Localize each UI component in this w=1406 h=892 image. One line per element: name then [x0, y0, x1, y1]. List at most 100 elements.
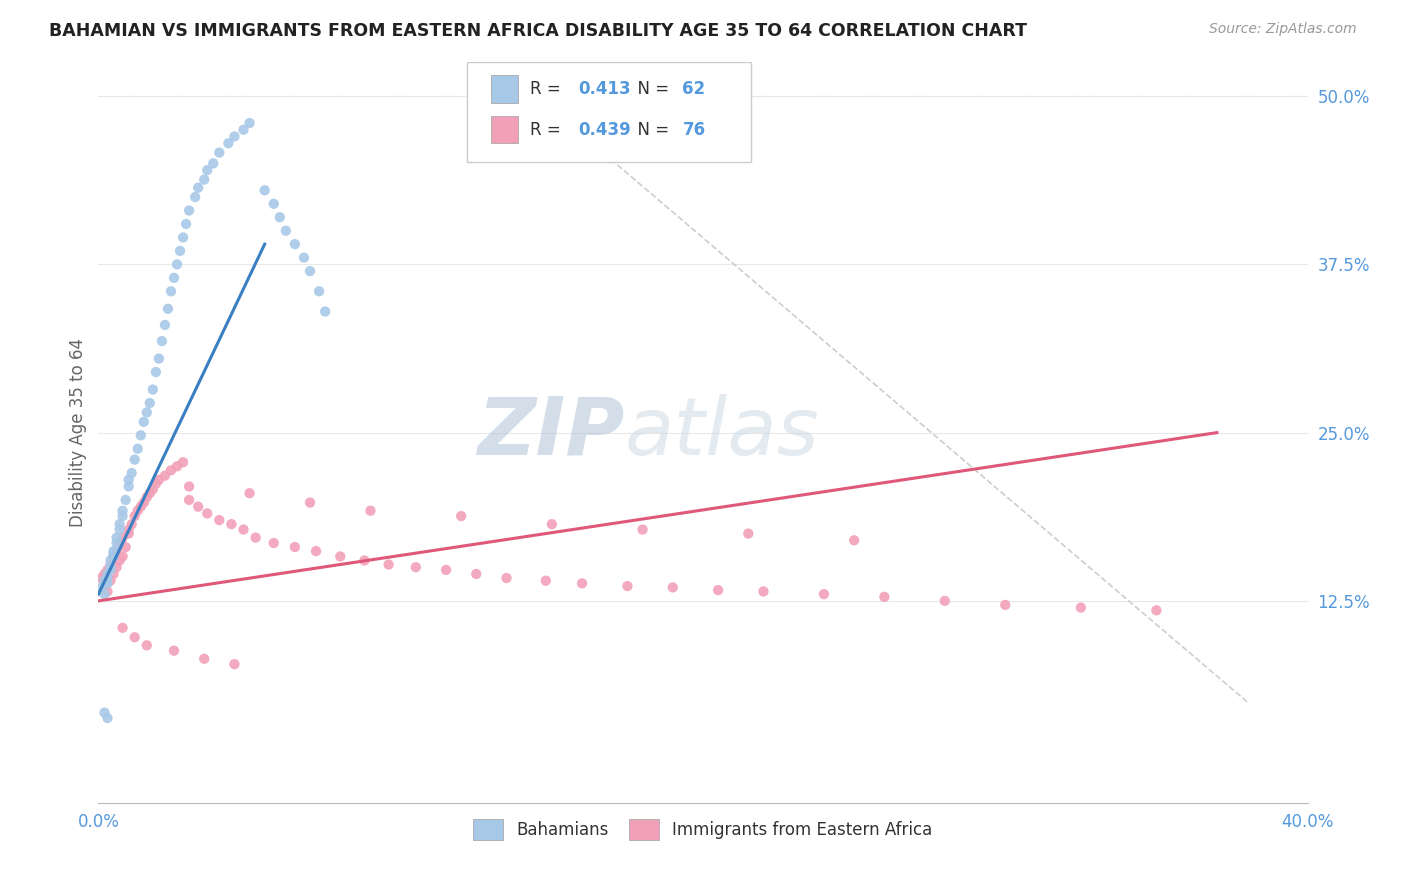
Point [148, 351, 170, 366]
Text: R =: R = [530, 120, 567, 139]
Point [100, 560, 122, 574]
Text: N =: N = [627, 120, 675, 139]
Point [299, 264, 322, 278]
Point [314, 304, 336, 318]
Point [100, 574, 122, 588]
Text: atlas: atlas [624, 393, 820, 472]
Point [160, 463, 183, 477]
Point [844, 533, 866, 548]
Point [172, 455, 194, 469]
Point [96, 571, 118, 585]
Point [179, 479, 201, 493]
Text: 62: 62 [682, 80, 706, 98]
Point [135, 405, 157, 419]
Point [108, 553, 131, 567]
Point [631, 523, 654, 537]
Text: ZIP: ZIP [477, 393, 624, 472]
Point [148, 473, 170, 487]
Point [124, 452, 146, 467]
Point [239, 116, 262, 130]
Point [232, 523, 254, 537]
Point [108, 523, 131, 537]
Point [450, 509, 472, 524]
Point [103, 547, 125, 561]
Point [179, 492, 201, 507]
Point [187, 500, 209, 514]
Point [263, 536, 285, 550]
Point [245, 531, 267, 545]
Point [127, 442, 149, 456]
Point [100, 553, 122, 567]
Point [292, 251, 315, 265]
Point [118, 526, 141, 541]
Point [105, 544, 128, 558]
Text: N =: N = [627, 80, 675, 98]
Point [96, 584, 118, 599]
Text: BAHAMIAN VS IMMIGRANTS FROM EASTERN AFRICA DISABILITY AGE 35 TO 64 CORRELATION C: BAHAMIAN VS IMMIGRANTS FROM EASTERN AFRI… [49, 22, 1028, 40]
Point [274, 224, 297, 238]
Point [103, 549, 125, 564]
Point [163, 643, 186, 657]
Point [103, 549, 125, 564]
Point [179, 203, 201, 218]
Point [153, 468, 176, 483]
Point [305, 544, 328, 558]
FancyBboxPatch shape [467, 62, 751, 162]
Point [156, 301, 179, 316]
Legend: Bahamians, Immigrants from Eastern Africa: Bahamians, Immigrants from Eastern Afric… [467, 813, 939, 847]
Point [193, 652, 215, 666]
Point [90, 571, 112, 585]
Point [707, 583, 730, 598]
Point [269, 211, 291, 225]
Point [114, 492, 136, 507]
Text: 0.439: 0.439 [578, 120, 631, 139]
Point [111, 531, 134, 545]
Point [135, 490, 157, 504]
Point [405, 560, 427, 574]
Text: R =: R = [530, 80, 567, 98]
Point [208, 513, 231, 527]
Point [571, 576, 593, 591]
Point [129, 500, 152, 514]
Point [100, 563, 122, 577]
Point [108, 517, 131, 532]
Point [616, 579, 638, 593]
Point [132, 495, 155, 509]
Point [873, 590, 896, 604]
Point [284, 237, 307, 252]
Point [132, 415, 155, 429]
Point [195, 163, 218, 178]
Point [239, 486, 262, 500]
Point [329, 549, 352, 564]
Point [253, 183, 276, 197]
Point [360, 504, 382, 518]
Point [166, 257, 188, 271]
Point [434, 563, 457, 577]
Point [124, 509, 146, 524]
Point [142, 383, 165, 397]
Point [224, 129, 246, 144]
Point [105, 531, 128, 545]
Point [103, 544, 125, 558]
Point [105, 536, 128, 550]
Y-axis label: Disability Age 35 to 64: Disability Age 35 to 64 [69, 338, 87, 527]
Point [93, 574, 115, 588]
Point [1070, 600, 1092, 615]
Point [221, 517, 243, 532]
Point [93, 706, 115, 720]
Point [465, 566, 488, 581]
Point [118, 479, 141, 493]
Point [934, 594, 956, 608]
Point [160, 285, 183, 299]
Point [163, 270, 186, 285]
Point [174, 217, 197, 231]
Point [135, 638, 157, 652]
Point [187, 180, 209, 194]
Point [661, 581, 683, 595]
Point [139, 396, 162, 410]
Text: 0.413: 0.413 [578, 80, 631, 98]
Point [184, 190, 207, 204]
Point [96, 576, 118, 591]
Point [195, 507, 218, 521]
Point [124, 630, 146, 644]
